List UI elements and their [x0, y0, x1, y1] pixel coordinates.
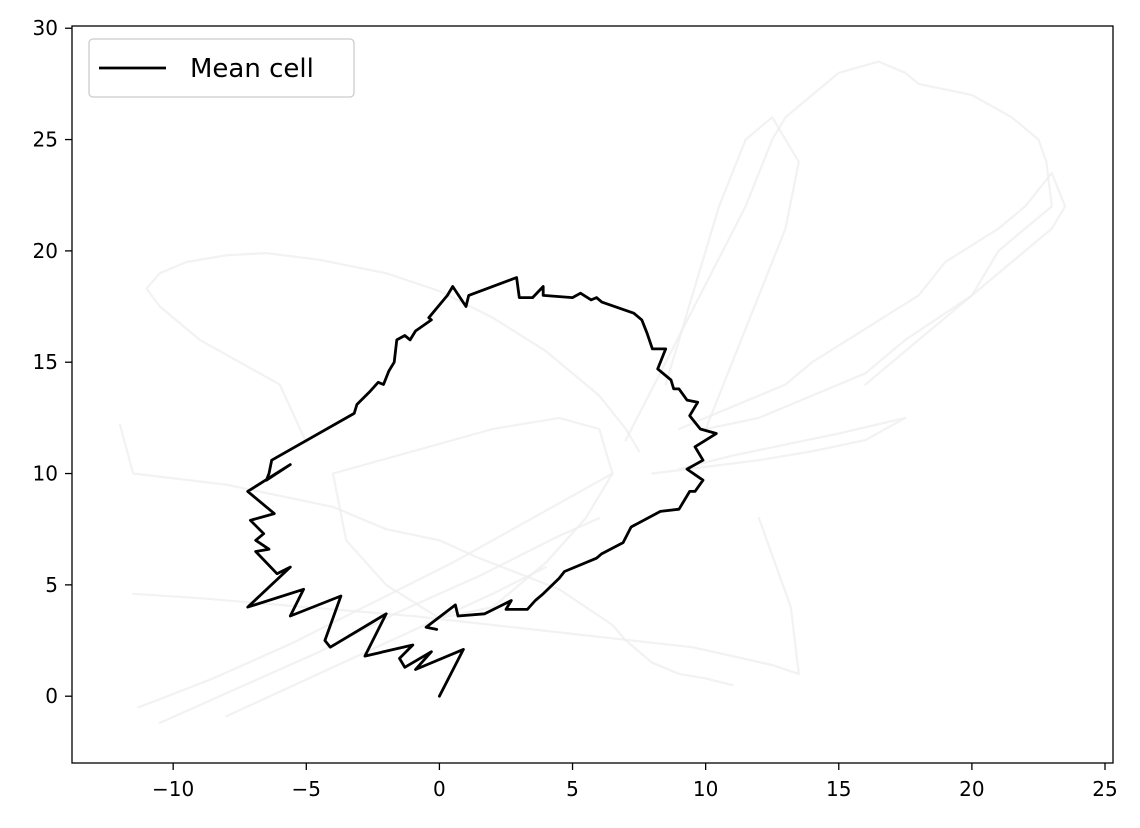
y-tick-label: 5	[45, 573, 58, 597]
y-tick-label: 25	[33, 128, 58, 152]
series-line-background-5	[225, 565, 548, 718]
x-tick-label: −5	[292, 777, 321, 801]
series-line-background-4	[158, 516, 601, 725]
legend-label-mean-cell: Mean cell	[190, 54, 314, 84]
series-line-background-6	[145, 252, 641, 453]
x-tick-label: 20	[959, 777, 984, 801]
legend-box	[88, 38, 355, 98]
x-tick-label: 5	[566, 777, 579, 801]
series-line-background-3	[137, 472, 614, 709]
series-line-background-1	[118, 423, 734, 687]
x-tick-label: 10	[693, 777, 718, 801]
legend: Mean cell	[88, 38, 355, 98]
x-tick-label: 15	[826, 777, 851, 801]
x-tick-label: 0	[433, 777, 446, 801]
y-tick-label: 15	[33, 350, 58, 374]
y-tick-label: 30	[33, 16, 58, 40]
series-line-mean-cell	[246, 276, 718, 698]
series-line-background-11	[331, 416, 614, 620]
series-line-background-9	[664, 116, 800, 431]
y-tick-label: 20	[33, 239, 58, 263]
y-axis: 0 5 10 15 20 25 30	[33, 16, 72, 708]
x-tick-label: 25	[1092, 777, 1117, 801]
plot-frame	[71, 25, 1114, 764]
y-tick-label: 0	[45, 684, 58, 708]
x-tick-label: −10	[152, 777, 194, 801]
series-line-background-7	[677, 171, 1067, 431]
series-line-background-2	[132, 516, 800, 676]
series-line-background-10	[651, 416, 907, 475]
mean-cell-trace	[246, 276, 718, 698]
x-axis: −10 −5 0 5 10 15 20 25	[152, 763, 1118, 801]
background-traces	[118, 60, 1067, 725]
series-line-background-8	[624, 60, 1053, 442]
y-tick-label: 10	[33, 462, 58, 486]
